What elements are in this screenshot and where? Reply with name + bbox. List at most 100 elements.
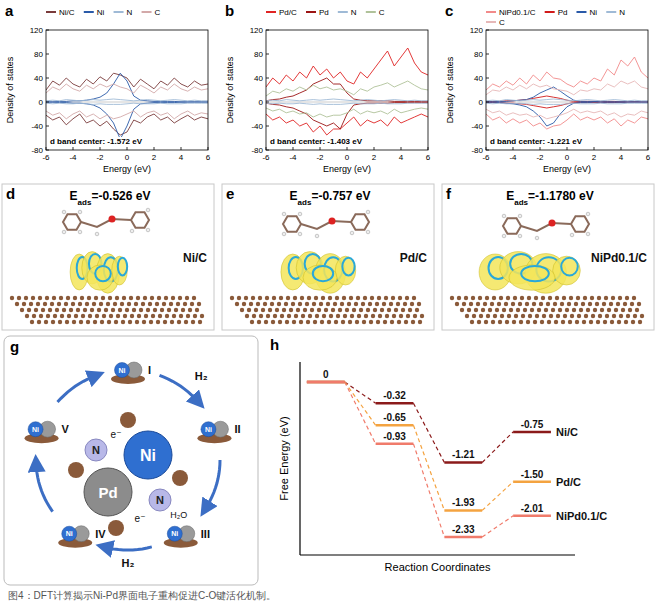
data-label: -2.33 (452, 524, 475, 535)
graphene-atom (55, 308, 59, 312)
y-tick-label: -80 (471, 146, 483, 155)
graphene-atom (563, 314, 567, 318)
graphene-atom (329, 314, 333, 318)
x-tick-label: -2 (316, 153, 324, 162)
energy-level (444, 536, 482, 539)
graphene-atom (556, 314, 560, 318)
dos-line (486, 57, 648, 90)
graphene-atom (371, 314, 375, 318)
graphene-atom (464, 296, 468, 300)
x-tick (154, 147, 155, 150)
x-tick (208, 147, 209, 150)
graphene-atom (132, 308, 136, 312)
graphene-atom (46, 314, 50, 318)
graphene-atom (357, 314, 361, 318)
graphene-atom (183, 302, 187, 306)
graphene-atom (493, 314, 497, 318)
graphene-atom (518, 302, 522, 306)
n-atom (85, 439, 107, 461)
y-tick (486, 102, 489, 103)
ni-atom (201, 422, 216, 437)
cycle-arrow (205, 460, 220, 509)
x-tick-label: -6 (262, 153, 270, 162)
graphene-atom (574, 302, 578, 306)
graphene-atom (413, 314, 417, 318)
legend-swatch (46, 11, 56, 13)
graphene-atom (418, 320, 422, 324)
x-tick (540, 147, 541, 150)
graphene-atom (554, 320, 558, 324)
graphene-atom (328, 296, 332, 300)
graphene-atom (607, 308, 611, 312)
graphene-atom (137, 314, 141, 318)
dos-line (266, 48, 428, 87)
graphene-atom (633, 314, 637, 318)
charge-depletion (521, 266, 549, 281)
graphene-atom (307, 296, 311, 300)
ni-center (124, 431, 172, 479)
hydrogen-atom (350, 231, 354, 235)
graphene-atom (92, 302, 96, 306)
dos-line (46, 102, 208, 139)
graphene-atom (326, 302, 330, 306)
graphene-atom (25, 314, 29, 318)
panel-letter: a (5, 2, 14, 19)
graphene-atom (593, 308, 597, 312)
y-tick-label: 0 (479, 98, 484, 107)
graphene-atom (352, 308, 356, 312)
graphene-atom (486, 314, 490, 318)
graphene-atom (632, 296, 636, 300)
graphene-atom (153, 308, 157, 312)
graphene-atom (303, 308, 307, 312)
y-tick-label: 80 (254, 50, 263, 59)
legend-item: NiPd0.1/C (486, 8, 536, 17)
legend-label: Pd (319, 8, 329, 17)
legend-item: N (338, 8, 357, 17)
benzene-ring (351, 214, 369, 230)
graphene-atom (630, 302, 634, 306)
series-label: Pd/C (556, 476, 581, 488)
graphene-atom (178, 296, 182, 300)
graphene-atom (491, 320, 495, 324)
graphene-atom (619, 314, 623, 318)
reagent-label: H₂ (122, 557, 135, 569)
y-tick (46, 102, 49, 103)
annotation: d band center: -1.572 eV (50, 137, 143, 146)
energy-value: =-0.757 eV (311, 189, 370, 203)
graphene-atom (488, 308, 492, 312)
dos-line (266, 99, 428, 101)
graphene-atom (621, 308, 625, 312)
y-axis-title: Density of states (5, 56, 15, 123)
graphene-atom (584, 314, 588, 318)
benzene-ring (283, 216, 301, 232)
graphene-atom (32, 314, 36, 318)
graphene-atom (52, 296, 56, 300)
ni-atom (28, 422, 43, 437)
charge-depletion (313, 266, 333, 281)
graphene-atom (139, 308, 143, 312)
graphene-atom (387, 308, 391, 312)
graphene-atom (149, 320, 153, 324)
x-tick-label: -4 (509, 153, 517, 162)
y-tick-label: -40 (471, 122, 483, 131)
panel-letter: d (6, 185, 15, 202)
graphene-atom (258, 296, 262, 300)
graphene-atom (111, 308, 115, 312)
graphene-atom (188, 308, 192, 312)
graphene-atom (244, 296, 248, 300)
graphene-atom (640, 314, 644, 318)
metal-label: Pd (98, 484, 117, 501)
graphene-atom (163, 320, 167, 324)
hydrogen-atom (62, 230, 66, 234)
energy-level (513, 514, 551, 517)
y-tick (46, 126, 49, 127)
graphene-atom (519, 320, 523, 324)
graphene-atom (308, 314, 312, 318)
graphene-atom (616, 302, 620, 306)
connector (413, 444, 444, 537)
graphene-atom (562, 296, 566, 300)
hydrogen-atom (62, 210, 66, 214)
x-tick (181, 147, 182, 150)
graphene-atom (165, 314, 169, 318)
step-label: V (62, 423, 70, 435)
